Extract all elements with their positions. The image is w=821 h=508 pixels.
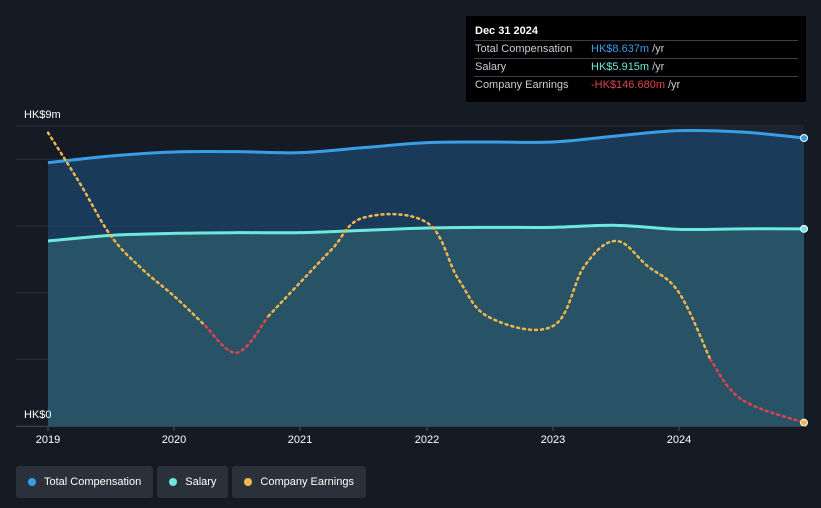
tooltip-unit: /yr — [652, 43, 665, 55]
company-earnings-line — [709, 358, 806, 424]
tooltip-value: HK$8.637m — [591, 43, 650, 55]
y-axis-max-label: HK$9m — [24, 109, 61, 121]
x-tick-label: 2024 — [667, 434, 691, 446]
series-lines — [46, 128, 806, 424]
x-tick-label: 2023 — [541, 434, 565, 446]
tooltip: Dec 31 2024 Total Compensation HK$8.637m… — [466, 16, 806, 102]
area-fills — [48, 130, 804, 426]
x-tick-label: 2021 — [288, 434, 312, 446]
legend-label: Total Compensation — [44, 476, 142, 488]
tooltip-date: Dec 31 2024 — [475, 25, 538, 37]
company-earnings-line — [267, 212, 712, 361]
tooltip-value: HK$5.915m — [591, 61, 650, 73]
legend-label: Company Earnings — [260, 476, 354, 488]
tooltip-row-salary: Salary HK$5.915m /yr — [474, 58, 798, 76]
x-axis: 2019 2020 2021 2022 2023 2024 — [16, 426, 804, 446]
company-earnings-line — [46, 131, 207, 328]
tooltip-row-total-compensation: Total Compensation HK$8.637m /yr — [474, 40, 798, 58]
legend-item-total-compensation[interactable]: Total Compensation — [16, 466, 154, 498]
tooltip-label: Salary — [475, 61, 507, 73]
tooltip-value: -HK$146.680m — [591, 79, 665, 91]
x-tick-label: 2020 — [162, 434, 186, 446]
tooltip-unit: /yr — [652, 61, 665, 73]
x-tick-label: 2022 — [415, 434, 439, 446]
company-earnings-end-marker — [800, 418, 808, 427]
tooltip-unit: /yr — [668, 79, 681, 91]
legend-item-company-earnings[interactable]: Company Earnings — [232, 466, 366, 498]
tooltip-row-company-earnings: Company Earnings -HK$146.680m /yr — [474, 76, 798, 94]
total-compensation-line — [47, 128, 805, 165]
salary-end-marker — [800, 224, 808, 233]
legend-label: Salary — [185, 476, 217, 488]
x-tick-label: 2019 — [36, 434, 60, 446]
legend-item-salary[interactable]: Salary — [157, 466, 229, 498]
y-axis-min-label: HK$0 — [24, 409, 52, 421]
legend-dot-icon — [244, 478, 253, 486]
tooltip-label: Company Earnings — [475, 79, 569, 91]
salary-line — [47, 223, 805, 243]
salary-area — [48, 225, 804, 426]
tooltip-label: Total Compensation — [475, 43, 573, 55]
legend-dot-icon — [28, 478, 36, 486]
total-compensation-end-marker — [800, 134, 808, 142]
company-earnings-line — [204, 314, 270, 354]
end-markers — [800, 134, 808, 427]
legend-dot-icon — [169, 478, 178, 486]
legend: Total Compensation Salary Company Earnin… — [16, 466, 370, 498]
